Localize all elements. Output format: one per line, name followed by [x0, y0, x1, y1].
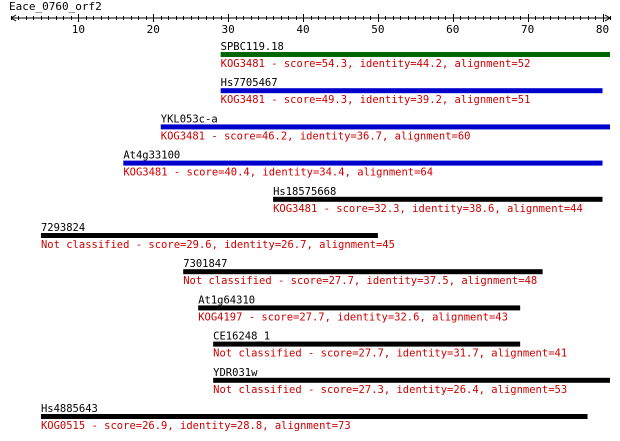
hit-name: Hs18575668	[273, 186, 336, 198]
hit-list: SPBC119.18 KOG3481 - score=54.3, identity…	[40, 41, 610, 432]
hit-alignment-bar	[220, 88, 603, 94]
hit-row: 7293824 Not classified - score=29.6, iden…	[40, 222, 395, 251]
hit-detail: KOG3481 - score=49.3, identity=39.2, ali…	[221, 94, 531, 106]
hit-detail: KOG3481 - score=40.4, identity=34.4, ali…	[123, 167, 433, 179]
hit-row: At4g33100 KOG3481 - score=40.4, identity=…	[123, 150, 603, 179]
hit-detail: KOG4197 - score=27.7, identity=32.6, ali…	[198, 311, 508, 323]
axis-tick-label: 70	[521, 23, 534, 36]
hit-detail: KOG0515 - score=26.9, identity=28.8, ali…	[41, 420, 351, 432]
hit-name: At1g64310	[198, 294, 255, 306]
axis-tick-label: 50	[371, 23, 384, 36]
hit-name: SPBC119.18	[221, 41, 284, 53]
hit-detail: Not classified - score=29.6, identity=26…	[41, 239, 395, 251]
hit-row: YKL053c-a KOG3481 - score=46.2, identity=…	[160, 113, 610, 142]
hit-name: CE16248_1	[213, 331, 270, 343]
hit-alignment-bar	[40, 414, 588, 419]
hit-detail: Not classified - score=27.3, identity=26…	[213, 384, 567, 396]
hit-row: YDR031w Not classified - score=27.3, iden…	[213, 367, 610, 396]
hit-row: 7301847 Not classified - score=27.7, iden…	[183, 258, 543, 287]
hit-row: CE16248_1 Not classified - score=27.7, id…	[213, 331, 567, 360]
axis-tick-label: 80	[596, 23, 609, 36]
hit-detail: KOG3481 - score=54.3, identity=44.2, ali…	[221, 58, 531, 70]
hit-alignment-bar	[183, 269, 543, 275]
hit-row: Hs7705467 KOG3481 - score=49.3, identity=…	[220, 77, 603, 106]
axis-tick-label: 60	[446, 23, 459, 36]
hit-row: Hs18575668 KOG3481 - score=32.3, identity…	[273, 186, 603, 215]
axis-tick-label: 10	[72, 23, 85, 36]
hit-alignment-bar	[220, 52, 610, 57]
hit-name: Hs7705467	[221, 77, 278, 89]
hit-detail: KOG3481 - score=32.3, identity=38.6, ali…	[273, 203, 583, 215]
hit-row: At1g64310 KOG4197 - score=27.7, identity=…	[198, 294, 521, 323]
axis-tick-label: 20	[147, 23, 160, 36]
hit-name: At4g33100	[123, 150, 180, 162]
diagram-title: Eace_0760_orf2	[9, 0, 102, 13]
hit-alignment-bar	[213, 377, 610, 383]
hit-name: 7301847	[183, 258, 227, 270]
axis-tick-label: 40	[296, 23, 309, 36]
hit-name: 7293824	[41, 222, 85, 234]
hit-name: YKL053c-a	[161, 113, 218, 125]
hit-alignment-bar	[123, 160, 603, 166]
hit-alignment-bar	[160, 124, 610, 130]
sequence-axis: 10 20 30 40 50 60 70 80	[10, 14, 611, 36]
hit-name: YDR031w	[213, 367, 258, 379]
hit-alignment-bar	[273, 196, 603, 202]
axis-tick-label: 30	[222, 23, 235, 36]
hit-detail: Not classified - score=27.7, identity=37…	[183, 275, 537, 287]
hit-row: SPBC119.18 KOG3481 - score=54.3, identity…	[220, 41, 610, 70]
hit-detail: KOG3481 - score=46.2, identity=36.7, ali…	[161, 130, 471, 142]
hit-alignment-bar	[40, 233, 378, 238]
hit-row: Hs4885643 KOG0515 - score=26.9, identity=…	[40, 403, 588, 432]
axis-right-arrow	[604, 14, 611, 22]
hit-alignment-bar	[213, 341, 521, 347]
hit-name: Hs4885643	[41, 403, 98, 415]
hit-alignment-bar	[198, 305, 521, 311]
hit-detail: Not classified - score=27.7, identity=31…	[213, 348, 567, 360]
